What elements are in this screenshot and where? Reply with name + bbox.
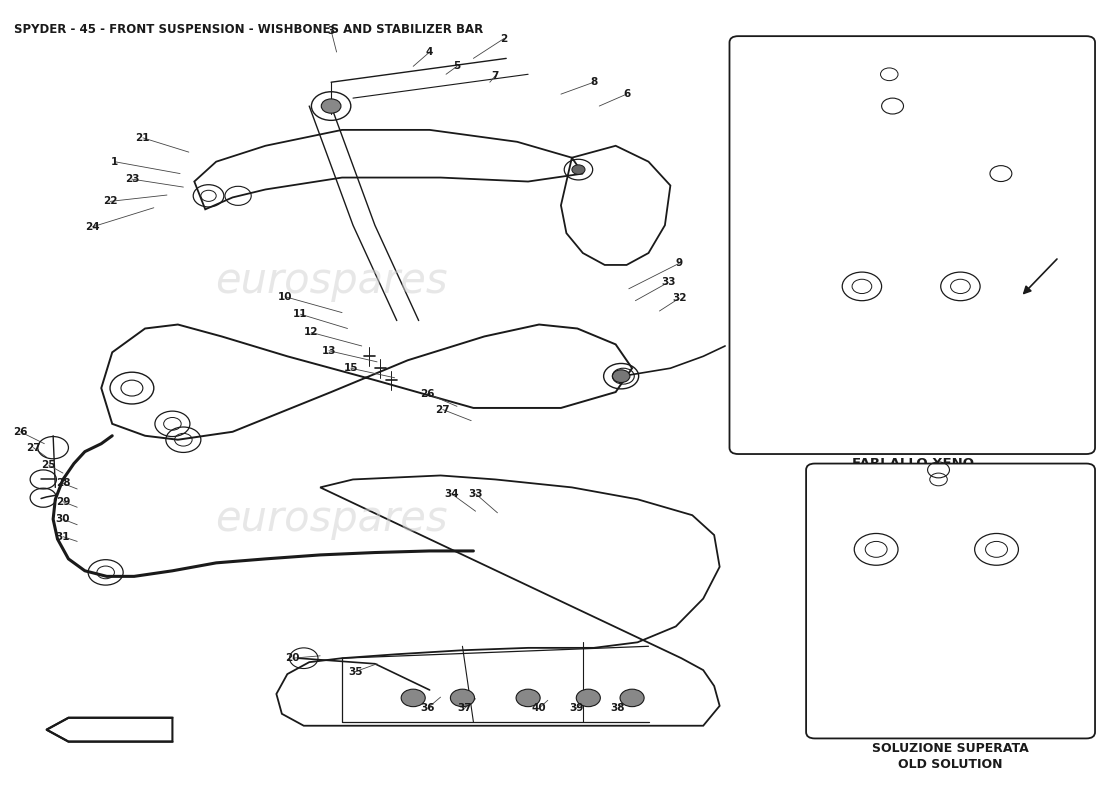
Text: 1: 1 <box>111 157 118 166</box>
Text: 22: 22 <box>102 196 118 206</box>
Text: FARI ALLO XENO: FARI ALLO XENO <box>852 457 975 470</box>
Text: 41: 41 <box>1063 518 1078 528</box>
Text: 5: 5 <box>453 62 461 71</box>
Text: eurospares: eurospares <box>214 260 448 302</box>
Circle shape <box>516 689 540 706</box>
Text: 32: 32 <box>672 294 686 303</box>
Text: 12: 12 <box>754 73 768 82</box>
Text: 30: 30 <box>56 514 70 524</box>
Text: SOLUZIONE SUPERATA: SOLUZIONE SUPERATA <box>872 742 1028 754</box>
Circle shape <box>613 370 630 382</box>
Text: Vedi Tav. 133: Vedi Tav. 133 <box>1003 58 1080 68</box>
Text: 27: 27 <box>436 405 450 414</box>
Text: 8: 8 <box>591 78 597 87</box>
Text: 15: 15 <box>343 363 359 374</box>
Text: 24: 24 <box>85 222 100 232</box>
Circle shape <box>576 689 601 706</box>
Text: 13: 13 <box>321 346 337 356</box>
Text: 17: 17 <box>754 136 768 146</box>
Text: 4: 4 <box>426 47 433 57</box>
Text: XENO HEADLIGHTS: XENO HEADLIGHTS <box>843 473 984 486</box>
Text: 2: 2 <box>500 34 508 43</box>
Text: 16: 16 <box>754 115 768 126</box>
Text: 18: 18 <box>754 204 768 214</box>
Circle shape <box>620 689 645 706</box>
Text: 6: 6 <box>623 89 630 99</box>
Circle shape <box>321 99 341 114</box>
Text: 9: 9 <box>675 258 683 268</box>
Polygon shape <box>46 718 173 742</box>
Text: eurospares: eurospares <box>214 498 448 540</box>
Text: 37: 37 <box>458 703 472 714</box>
Text: 35: 35 <box>348 666 362 677</box>
Text: 39: 39 <box>569 703 583 714</box>
Text: 38: 38 <box>610 703 625 714</box>
Text: 13: 13 <box>754 93 768 103</box>
FancyArrowPatch shape <box>1024 259 1057 294</box>
FancyBboxPatch shape <box>806 463 1094 738</box>
Text: OLD SOLUTION: OLD SOLUTION <box>899 758 1003 770</box>
Text: 25: 25 <box>42 460 56 470</box>
Text: 7: 7 <box>492 71 499 81</box>
Circle shape <box>450 689 474 706</box>
Text: See Draw. 133: See Draw. 133 <box>996 74 1080 84</box>
Circle shape <box>572 165 585 174</box>
Text: 15: 15 <box>754 352 768 362</box>
Circle shape <box>402 689 426 706</box>
Text: 34: 34 <box>444 489 459 498</box>
Text: 31: 31 <box>56 532 70 542</box>
Text: 36: 36 <box>420 703 434 714</box>
Text: 21: 21 <box>135 133 150 143</box>
Text: 33: 33 <box>661 278 675 287</box>
Text: 10: 10 <box>278 292 293 302</box>
Text: 3: 3 <box>328 26 334 35</box>
Text: 33: 33 <box>469 489 483 498</box>
Text: 29: 29 <box>56 497 70 506</box>
Text: 10: 10 <box>754 168 768 178</box>
Text: 28: 28 <box>56 478 70 489</box>
Text: 11: 11 <box>294 309 308 319</box>
Text: 19: 19 <box>754 187 768 197</box>
Text: 14: 14 <box>1063 498 1078 508</box>
Text: SPYDER - 45 - FRONT SUSPENSION - WISHBONES AND STABILIZER BAR: SPYDER - 45 - FRONT SUSPENSION - WISHBON… <box>13 22 483 36</box>
Text: 11: 11 <box>754 247 768 258</box>
Text: 40: 40 <box>531 703 547 714</box>
Text: 23: 23 <box>124 174 140 184</box>
Text: 26: 26 <box>420 389 434 398</box>
FancyBboxPatch shape <box>729 36 1094 454</box>
Text: 12: 12 <box>305 327 319 338</box>
Text: 26: 26 <box>13 426 28 437</box>
Text: 27: 27 <box>26 442 41 453</box>
Text: 20: 20 <box>286 653 300 663</box>
